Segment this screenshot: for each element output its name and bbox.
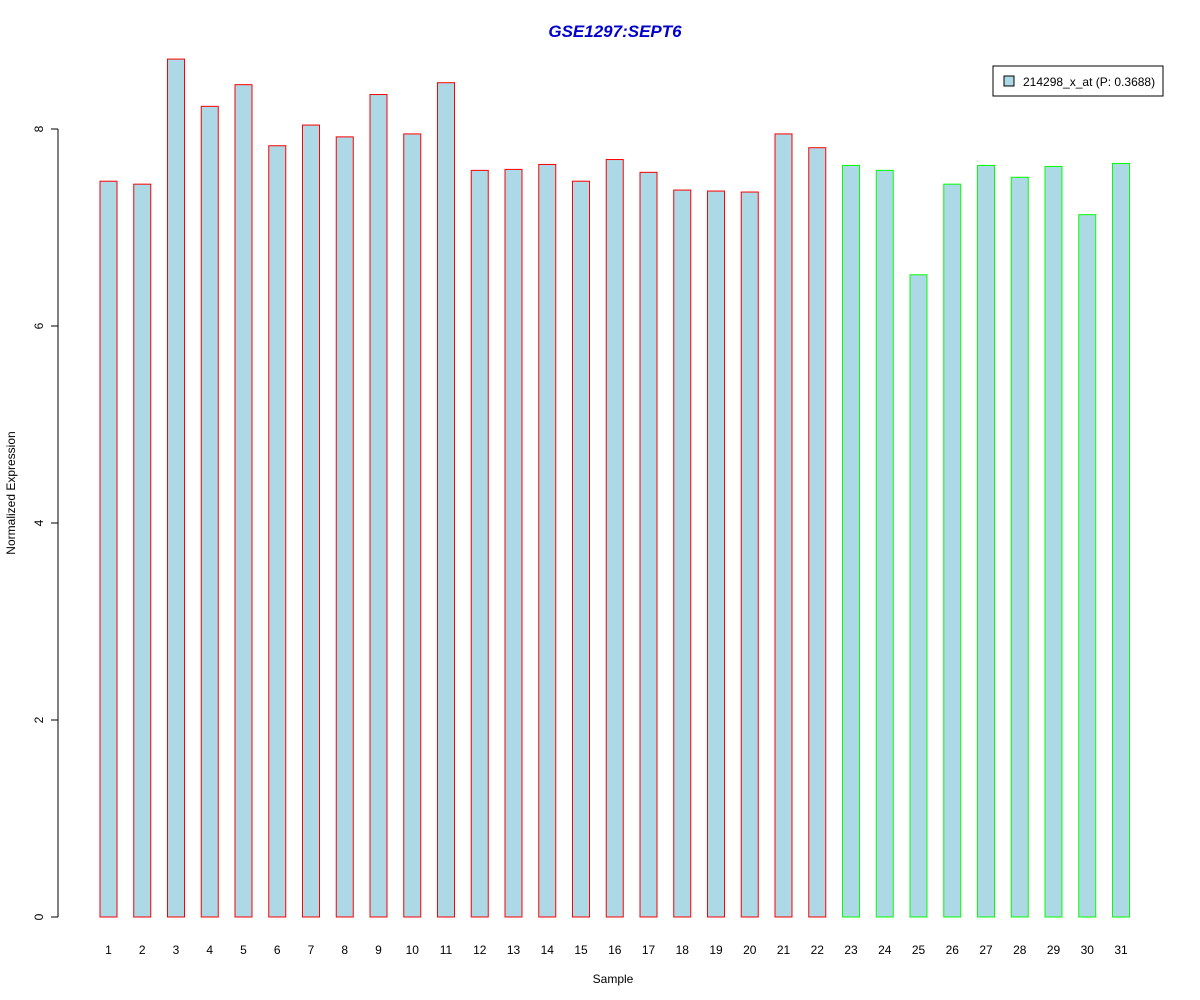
x-tick-label: 19 bbox=[709, 943, 723, 957]
x-tick-label: 29 bbox=[1047, 943, 1061, 957]
bar-sample-5 bbox=[234, 84, 253, 918]
legend: 214298_x_at (P: 0.3688) bbox=[992, 65, 1164, 97]
bar-sample-8 bbox=[335, 136, 354, 918]
x-tick-label: 20 bbox=[743, 943, 757, 957]
legend-swatch bbox=[1003, 75, 1015, 87]
chart-title: GSE1297:SEPT6 bbox=[548, 22, 682, 41]
x-tick-label: 18 bbox=[676, 943, 690, 957]
y-tick-label: 0 bbox=[32, 913, 46, 920]
x-axis-title: Sample bbox=[593, 972, 634, 986]
bar-sample-30 bbox=[1078, 214, 1097, 918]
x-tick-label: 15 bbox=[574, 943, 588, 957]
legend-box bbox=[992, 65, 1164, 97]
bar-sample-22 bbox=[808, 147, 827, 918]
x-tick-label: 5 bbox=[240, 943, 247, 957]
bar-sample-4 bbox=[200, 105, 219, 918]
x-tick-label: 9 bbox=[375, 943, 382, 957]
x-tick-label: 25 bbox=[912, 943, 926, 957]
x-tick-label: 7 bbox=[308, 943, 315, 957]
bar-sample-17 bbox=[639, 171, 658, 918]
bar-sample-6 bbox=[268, 145, 287, 918]
x-tick-label: 8 bbox=[341, 943, 348, 957]
x-tick-label: 10 bbox=[406, 943, 420, 957]
bar-sample-24 bbox=[875, 169, 894, 918]
x-tick-label: 22 bbox=[811, 943, 825, 957]
x-tick-label: 1 bbox=[105, 943, 112, 957]
x-tick-label: 24 bbox=[878, 943, 892, 957]
bar-sample-11 bbox=[437, 82, 455, 918]
x-tick-label: 12 bbox=[473, 943, 487, 957]
x-tick-label: 14 bbox=[541, 943, 555, 957]
bar-sample-13 bbox=[504, 168, 523, 918]
bar-sample-27 bbox=[977, 164, 995, 918]
legend-label: 214298_x_at (P: 0.3688) bbox=[1023, 75, 1155, 89]
y-tick-label: 6 bbox=[32, 322, 46, 329]
bar-sample-14 bbox=[538, 163, 557, 918]
y-axis: 0 2 4 6 8 bbox=[32, 125, 59, 920]
x-tick-label: 30 bbox=[1081, 943, 1095, 957]
x-tick-label: 11 bbox=[440, 943, 453, 957]
bar-sample-21 bbox=[774, 133, 793, 918]
x-tick-label: 16 bbox=[608, 943, 622, 957]
bar-sample-1 bbox=[99, 180, 118, 918]
bar-sample-12 bbox=[470, 169, 489, 918]
bar-sample-23 bbox=[842, 164, 860, 918]
bar-sample-19 bbox=[707, 190, 725, 918]
x-tick-label: 28 bbox=[1013, 943, 1027, 957]
x-tick-label: 13 bbox=[507, 943, 521, 957]
bar-sample-9 bbox=[369, 94, 388, 918]
bar-sample-3 bbox=[167, 58, 185, 918]
y-tick-label: 4 bbox=[32, 519, 46, 526]
bar-sample-10 bbox=[403, 133, 422, 918]
bar-sample-7 bbox=[302, 124, 320, 918]
x-tick-label: 3 bbox=[173, 943, 180, 957]
bar-sample-18 bbox=[673, 189, 692, 918]
x-tick-label: 4 bbox=[206, 943, 213, 957]
bar-sample-26 bbox=[943, 183, 962, 918]
bar-sample-15 bbox=[572, 180, 590, 918]
x-tick-label: 17 bbox=[642, 943, 656, 957]
x-tick-label: 6 bbox=[274, 943, 281, 957]
bar-sample-2 bbox=[133, 183, 152, 918]
y-tick-label: 8 bbox=[32, 125, 46, 132]
bar-sample-29 bbox=[1044, 165, 1063, 918]
y-axis-title: Normalized Expression bbox=[4, 431, 18, 554]
bar-sample-25 bbox=[909, 274, 928, 918]
x-tick-label: 27 bbox=[979, 943, 993, 957]
y-tick-label: 2 bbox=[32, 716, 46, 723]
bar-sample-16 bbox=[605, 159, 624, 918]
bar-series bbox=[99, 58, 1130, 918]
x-tick-label: 26 bbox=[946, 943, 960, 957]
x-tick-label: 23 bbox=[844, 943, 858, 957]
bar-sample-20 bbox=[740, 191, 759, 918]
x-tick-label: 2 bbox=[139, 943, 146, 957]
bar-sample-28 bbox=[1010, 176, 1029, 918]
bar-sample-31 bbox=[1112, 162, 1130, 918]
x-tick-label: 31 bbox=[1114, 943, 1128, 957]
x-tick-labels: 1 2 3 4 5 6 7 8 9 10 11 12 13 14 15 16 17 18 19 20 21 22 23 24 2… bbox=[105, 943, 1128, 957]
x-tick-label: 21 bbox=[777, 943, 791, 957]
